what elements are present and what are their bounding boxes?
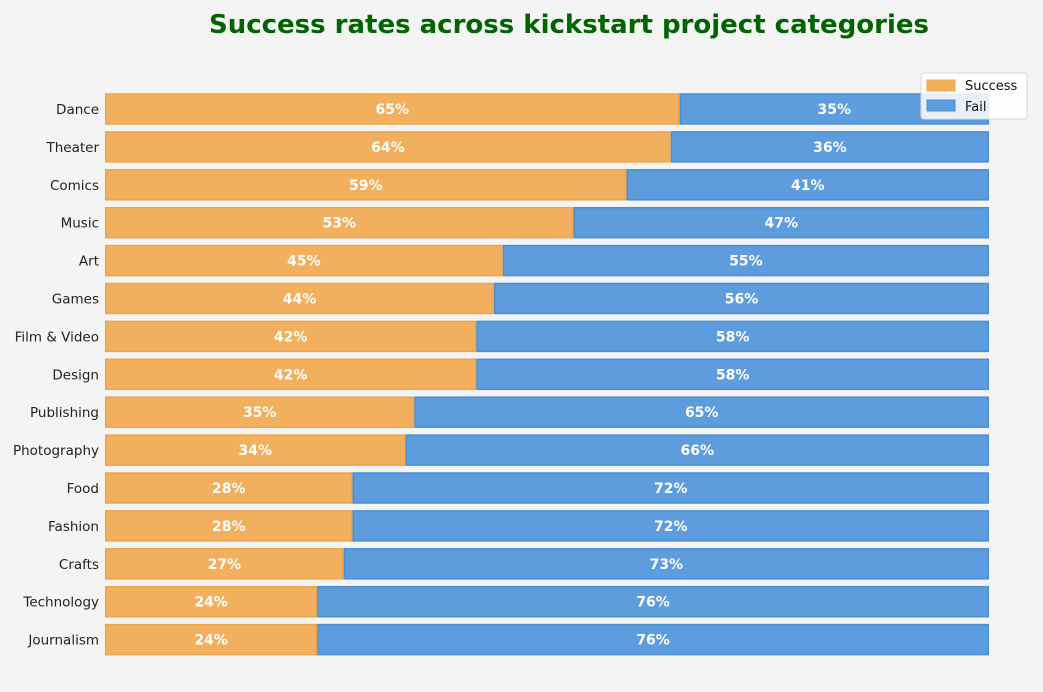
bar-label-fail-0: 35%: [818, 102, 852, 118]
bar-success-0: [105, 93, 680, 125]
legend-label-success: Success: [965, 79, 1018, 94]
bar-label-success-12: 27%: [208, 557, 242, 573]
bar-label-fail-7: 58%: [716, 367, 750, 383]
bar-label-success-9: 34%: [239, 443, 273, 459]
bar-fail-8: [414, 396, 989, 428]
bar-fail-7: [476, 358, 989, 391]
bar-success-1: [105, 131, 671, 163]
bar-fail-13: [317, 585, 990, 618]
bar-success-13: [105, 585, 318, 618]
bar-label-fail-10: 72%: [654, 481, 688, 497]
bar-label-fail-9: 66%: [681, 443, 715, 459]
category-label-10: Food: [67, 481, 99, 497]
category-label-12: Crafts: [59, 557, 99, 573]
bar-label-fail-11: 72%: [654, 519, 688, 535]
bar-label-success-14: 24%: [194, 633, 228, 649]
bar-label-success-7: 42%: [274, 367, 308, 383]
bar-fail-9: [405, 434, 989, 466]
bar-label-success-2: 59%: [349, 178, 383, 194]
bar-success-10: [105, 472, 353, 504]
category-label-11: Fashion: [48, 519, 99, 535]
bar-fail-5: [493, 282, 989, 315]
legend-label-fail: Fail: [965, 100, 986, 115]
category-label-13: Technology: [22, 595, 99, 611]
bar-label-success-0: 65%: [376, 102, 410, 118]
bar-fail-1: [670, 131, 989, 163]
bar-label-fail-4: 55%: [729, 254, 763, 270]
bar-label-success-5: 44%: [283, 292, 317, 308]
category-label-0: Dance: [56, 102, 99, 118]
bar-label-fail-6: 58%: [716, 329, 750, 345]
bar-fail-2: [626, 169, 989, 201]
bar-success-6: [105, 320, 477, 353]
category-label-14: Journalism: [27, 633, 99, 649]
category-label-8: Publishing: [30, 405, 99, 421]
legend-swatch-fail: [926, 99, 956, 112]
category-label-9: Photography: [13, 443, 99, 459]
bar-label-success-1: 64%: [371, 140, 405, 156]
bar-label-success-8: 35%: [243, 405, 277, 421]
bar-label-fail-14: 76%: [636, 633, 670, 649]
bar-success-8: [105, 396, 415, 428]
bar-fail-6: [476, 320, 989, 353]
bar-fail-11: [352, 510, 989, 542]
legend: Success Fail: [920, 72, 1028, 120]
bar-success-5: [105, 282, 494, 315]
category-label-5: Games: [52, 292, 99, 308]
bar-label-success-10: 28%: [212, 481, 246, 497]
bar-success-9: [105, 434, 406, 466]
bar-label-fail-5: 56%: [725, 292, 759, 308]
bar-success-2: [105, 169, 627, 201]
bar-label-success-13: 24%: [194, 595, 228, 611]
bars-group: 65% 35% 64% 36% 59% 41% 53% 47% 45% 55% 44% 56% 42% 5…: [105, 93, 990, 656]
bar-label-fail-13: 76%: [636, 595, 670, 611]
bar-label-success-11: 28%: [212, 519, 246, 535]
bar-fail-14: [317, 623, 990, 656]
bar-label-fail-8: 65%: [685, 405, 719, 421]
bar-success-4: [105, 244, 503, 277]
legend-swatch-success: [926, 79, 956, 92]
bar-label-fail-12: 73%: [650, 557, 684, 573]
category-label-1: Theater: [45, 140, 99, 156]
category-labels: Dance Theater Comics Music Art Games Film & Vi…: [13, 102, 99, 649]
bar-label-success-6: 42%: [274, 329, 308, 345]
bar-success-11: [105, 510, 353, 542]
bar-success-12: [105, 548, 344, 580]
bar-fail-4: [502, 244, 989, 277]
bar-label-fail-1: 36%: [813, 140, 847, 156]
category-label-3: Music: [61, 216, 99, 232]
bar-label-success-3: 53%: [323, 216, 357, 232]
category-label-4: Art: [79, 254, 99, 270]
bar-success-3: [105, 206, 574, 239]
category-label-6: Film & Video: [15, 329, 99, 345]
bar-fail-10: [352, 472, 989, 504]
bar-label-fail-3: 47%: [765, 216, 799, 232]
bar-success-7: [105, 358, 477, 391]
bar-label-success-4: 45%: [287, 254, 321, 270]
chart-title: Success rates across kickstart project c…: [209, 10, 929, 40]
bar-success-14: [105, 623, 318, 656]
bar-fail-12: [343, 548, 989, 580]
bar-fail-3: [573, 206, 990, 239]
category-label-2: Comics: [50, 178, 99, 194]
category-label-7: Design: [52, 367, 99, 383]
bar-label-fail-2: 41%: [791, 178, 825, 194]
